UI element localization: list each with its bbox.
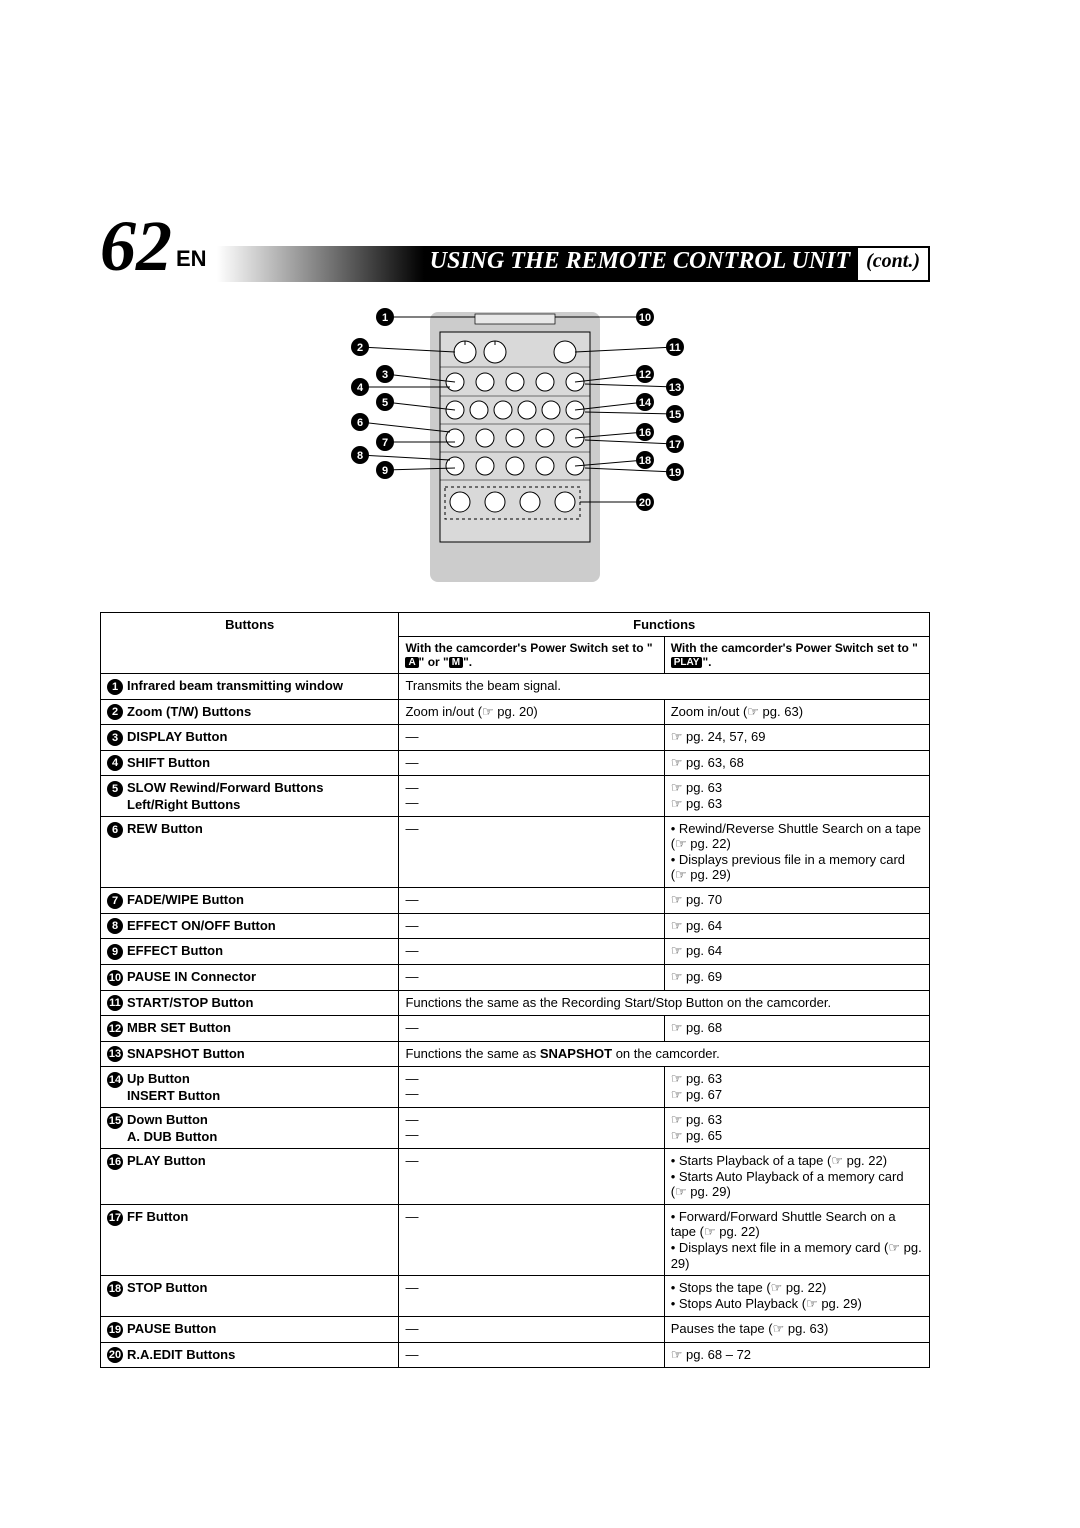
table-row: 9EFFECT Button—☞ pg. 64: [101, 939, 930, 965]
table-row: 12MBR SET Button—☞ pg. 68: [101, 1016, 930, 1042]
table-row: 5SLOW Rewind/Forward ButtonsLeft/Right B…: [101, 776, 930, 817]
page-number: 62: [100, 210, 172, 282]
table-row: 17FF Button—• Forward/Forward Shuttle Se…: [101, 1205, 930, 1276]
remote-diagram: 123456789 1011121314151617181920: [255, 292, 775, 592]
svg-text:3: 3: [382, 369, 388, 381]
header-buttons: Buttons: [101, 613, 399, 674]
functions-table: Buttons Functions With the camcorder's P…: [100, 612, 930, 1368]
page-header: 62 EN USING THE REMOTE CONTROL UNIT (con…: [100, 210, 930, 282]
svg-text:7: 7: [382, 437, 388, 449]
table-row: 16PLAY Button—• Starts Playback of a tap…: [101, 1149, 930, 1205]
title-bar: USING THE REMOTE CONTROL UNIT (cont.): [217, 246, 930, 282]
table-row: 10PAUSE IN Connector—☞ pg. 69: [101, 964, 930, 990]
table-row: 20R.A.EDIT Buttons—☞ pg. 68 – 72: [101, 1342, 930, 1368]
table-row: 15Down ButtonA. DUB Button——☞ pg. 63☞ pg…: [101, 1108, 930, 1149]
header-mode-a: With the camcorder's Power Switch set to…: [399, 637, 664, 674]
table-row: 14Up ButtonINSERT Button——☞ pg. 63☞ pg. …: [101, 1067, 930, 1108]
svg-text:2: 2: [357, 342, 363, 354]
page-lang: EN: [176, 246, 207, 272]
svg-text:18: 18: [639, 455, 651, 467]
header-functions: Functions: [399, 613, 930, 637]
table-row: 3DISPLAY Button—☞ pg. 24, 57, 69: [101, 725, 930, 751]
svg-text:12: 12: [639, 369, 651, 381]
table-row: 19PAUSE Button—Pauses the tape (☞ pg. 63…: [101, 1317, 930, 1343]
svg-text:20: 20: [639, 497, 651, 509]
table-row: 6REW Button—• Rewind/Reverse Shuttle Sea…: [101, 817, 930, 888]
svg-text:11: 11: [669, 342, 681, 354]
table-row: 13SNAPSHOT ButtonFunctions the same as S…: [101, 1041, 930, 1067]
table-row: 2Zoom (T/W) ButtonsZoom in/out (☞ pg. 20…: [101, 699, 930, 725]
table-row: 1Infrared beam transmitting windowTransm…: [101, 674, 930, 700]
svg-text:8: 8: [357, 450, 363, 462]
svg-text:9: 9: [382, 465, 388, 477]
table-row: 8EFFECT ON/OFF Button—☞ pg. 64: [101, 913, 930, 939]
svg-text:19: 19: [669, 467, 681, 479]
svg-text:4: 4: [357, 382, 364, 394]
svg-text:6: 6: [357, 417, 363, 429]
section-title: USING THE REMOTE CONTROL UNIT: [424, 246, 858, 282]
table-row: 7FADE/WIPE Button—☞ pg. 70: [101, 888, 930, 914]
svg-text:16: 16: [639, 427, 651, 439]
header-mode-b: With the camcorder's Power Switch set to…: [664, 637, 929, 674]
title-gradient: [217, 246, 424, 282]
svg-text:15: 15: [669, 409, 681, 421]
svg-text:5: 5: [382, 397, 388, 409]
section-title-cont: (cont.): [858, 246, 930, 282]
svg-text:10: 10: [639, 312, 651, 324]
svg-text:14: 14: [639, 397, 652, 409]
svg-text:17: 17: [669, 439, 681, 451]
table-row: 11START/STOP ButtonFunctions the same as…: [101, 990, 930, 1016]
svg-text:1: 1: [382, 312, 388, 324]
table-row: 4SHIFT Button—☞ pg. 63, 68: [101, 750, 930, 776]
svg-text:13: 13: [669, 382, 681, 394]
table-row: 18STOP Button—• Stops the tape (☞ pg. 22…: [101, 1276, 930, 1317]
